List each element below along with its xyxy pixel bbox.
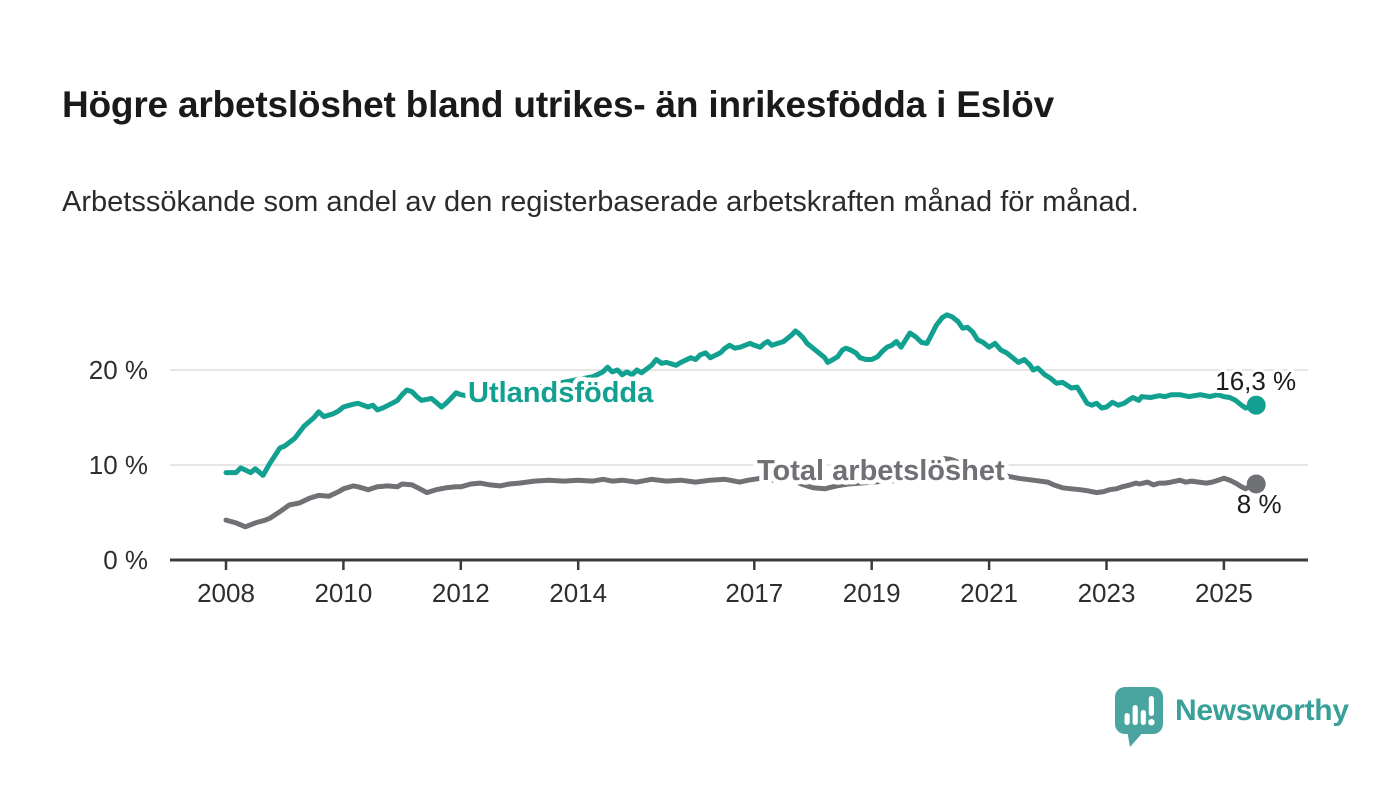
chart-title: Högre arbetslöshet bland utrikes- än inr… (62, 83, 1054, 125)
newsworthy-logo[interactable]: Newsworthy (1114, 686, 1349, 750)
logo-bar-2 (1132, 705, 1138, 725)
x-axis-tick-label: 2019 (843, 578, 901, 608)
x-axis-tick-label: 2023 (1078, 578, 1136, 608)
x-axis-tick-label: 2021 (960, 578, 1018, 608)
x-axis-tick-label: 2012 (432, 578, 490, 608)
unemployment-line-chart: 0 % 10 % 20 % 2008 2010 2012 2014 2017 2019 2021 2… (89, 312, 1308, 608)
end-value-label-utlandsfodda: 16,3 % (1215, 366, 1296, 396)
logo-exclamation-dot (1148, 719, 1155, 726)
series-line-total-arbetsloshet (223, 455, 1259, 530)
x-axis-tick-label: 2014 (549, 578, 607, 608)
series-label-utlandsfodda: Utlandsfödda (468, 377, 654, 409)
logo-exclamation-bar (1148, 696, 1154, 716)
series-label-total-arbetsloshet: Total arbetslöshet (757, 455, 1005, 487)
y-axis-tick-label: 0 % (103, 545, 148, 575)
x-axis-tick-label: 2017 (725, 578, 783, 608)
y-axis-tick-label: 20 % (89, 355, 148, 385)
chart-subtitle: Arbetssökande som andel av den registerb… (62, 186, 1139, 218)
y-axis-tick-label: 10 % (89, 450, 148, 480)
end-value-label-total-arbetsloshet: 8 % (1237, 489, 1282, 519)
series-end-dot-utlandsfodda (1246, 395, 1266, 415)
newsworthy-logo-icon (1115, 687, 1163, 747)
logo-bar-3 (1140, 710, 1146, 725)
series-line-utlandsfodda (223, 312, 1259, 478)
x-axis-tick-label: 2025 (1195, 578, 1253, 608)
series-end-dot-total-arbetsloshet (1246, 474, 1266, 494)
x-axis-tick-label: 2010 (314, 578, 372, 608)
newsworthy-wordmark: Newsworthy (1175, 694, 1349, 727)
x-axis-tick-label: 2008 (197, 578, 255, 608)
logo-bar-1 (1124, 713, 1130, 725)
